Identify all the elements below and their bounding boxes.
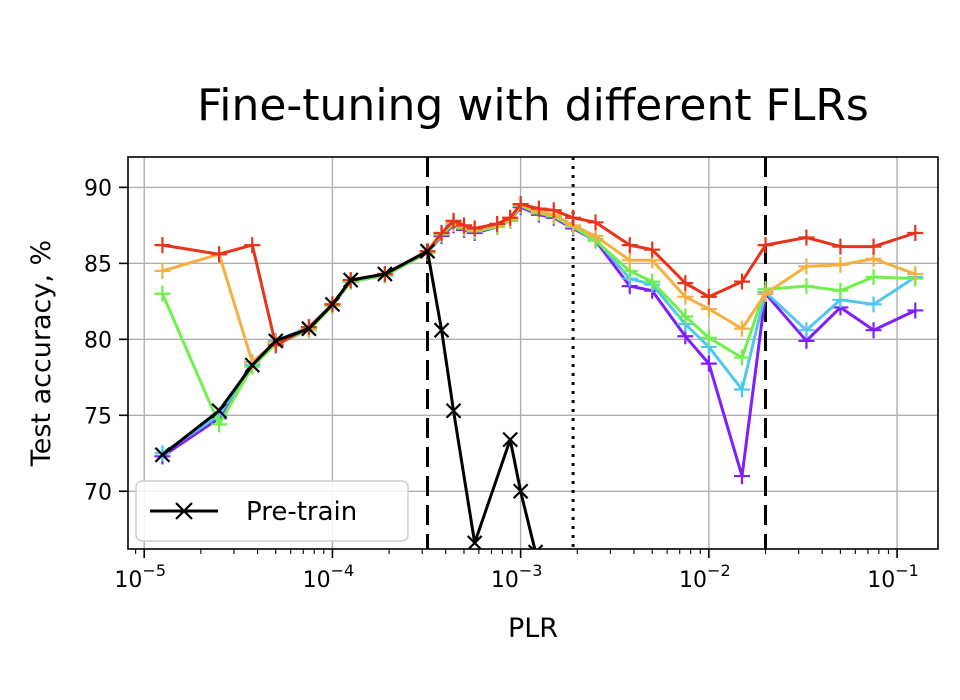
data-point <box>798 229 815 246</box>
data-point <box>700 329 717 346</box>
data-point <box>865 238 882 255</box>
data-point <box>621 252 638 269</box>
series-layer <box>154 196 924 549</box>
data-point <box>832 238 849 255</box>
data-point <box>865 269 882 286</box>
data-point <box>419 243 436 259</box>
data-point <box>798 278 815 295</box>
data-point <box>907 224 924 241</box>
x-tick-label: 10−2 <box>679 561 731 593</box>
data-point <box>154 285 171 302</box>
data-point <box>445 402 462 419</box>
data-point <box>154 262 171 279</box>
data-point <box>865 296 882 313</box>
data-point <box>733 273 750 290</box>
legend: Pre-train <box>135 480 409 542</box>
data-point <box>733 320 750 337</box>
data-point <box>527 544 544 549</box>
data-point <box>587 228 604 245</box>
data-point <box>301 320 317 337</box>
data-point <box>677 288 694 305</box>
data-point <box>211 416 228 433</box>
x-axis-label: PLR <box>508 613 558 644</box>
data-point <box>502 431 518 448</box>
y-tick-label: 70 <box>84 480 112 505</box>
data-point <box>677 275 694 292</box>
data-point <box>733 349 750 366</box>
data-point <box>342 272 359 288</box>
data-point <box>907 265 924 282</box>
data-point <box>757 237 774 254</box>
data-point <box>798 322 815 339</box>
data-point <box>733 381 750 398</box>
x-tick-label: 10−5 <box>114 561 166 593</box>
data-point <box>700 355 717 372</box>
legend-box <box>135 480 409 542</box>
data-point <box>587 214 604 231</box>
data-point <box>677 308 694 325</box>
data-point <box>832 282 849 299</box>
series-line <box>162 202 916 347</box>
data-point <box>211 246 228 263</box>
data-point <box>433 322 450 338</box>
data-point <box>644 241 661 258</box>
legend-label: Pre-train <box>246 497 357 527</box>
data-point <box>433 224 450 241</box>
data-point <box>154 447 171 463</box>
chart-title: Fine-tuning with different FLRs <box>197 80 869 131</box>
data-point <box>445 212 462 229</box>
data-point <box>565 209 582 226</box>
x-tick-label: 10−3 <box>491 561 543 593</box>
x-tick-label: 10−1 <box>867 561 919 593</box>
data-point <box>545 202 562 219</box>
data-point <box>324 296 341 313</box>
data-point <box>700 288 717 305</box>
x-tick-label: 10−4 <box>303 561 355 593</box>
data-point <box>244 357 261 373</box>
data-point <box>757 285 774 302</box>
series-pre-train <box>154 243 544 549</box>
data-point <box>512 483 529 500</box>
data-point <box>512 196 529 213</box>
data-point <box>377 266 393 282</box>
legend-marker <box>175 502 193 520</box>
data-point <box>832 256 849 273</box>
data-point <box>154 237 171 254</box>
data-point <box>644 273 661 290</box>
y-tick-label: 80 <box>84 328 112 353</box>
data-point <box>466 535 483 549</box>
plot-frame <box>127 156 939 550</box>
data-point <box>621 237 638 254</box>
data-point <box>489 215 506 232</box>
data-point <box>211 402 227 419</box>
data-point <box>733 468 750 485</box>
data-point <box>530 200 547 217</box>
data-point <box>244 237 261 254</box>
data-point <box>502 209 519 226</box>
axes: 10−5 10−4 10−3 10−2 10−1 70 75 80 85 90 <box>84 176 919 593</box>
y-tick-label: 90 <box>84 176 112 201</box>
y-tick-label: 75 <box>84 404 112 429</box>
data-point <box>907 302 924 319</box>
data-point <box>798 258 815 275</box>
y-tick-label: 85 <box>84 252 112 277</box>
data-point <box>466 220 483 237</box>
data-point <box>267 333 284 349</box>
data-point <box>455 217 472 234</box>
data-point <box>865 322 882 339</box>
y-axis-label: Test accuracy, % <box>26 240 57 467</box>
